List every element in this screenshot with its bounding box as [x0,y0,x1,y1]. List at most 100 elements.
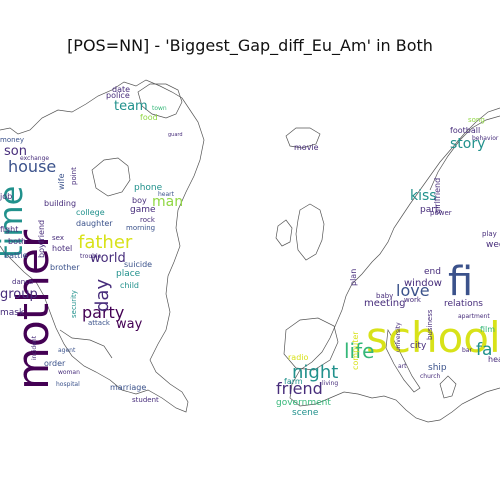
americas-word-world: world [90,251,126,266]
europe-word-window: window [404,278,442,289]
americas-word-food: food [140,113,158,122]
iceland-outline [285,127,321,149]
americas-word-fight: fight [0,225,18,234]
europe-word-play: play [482,230,497,238]
scandinavia-outline [429,115,500,191]
hudson-bay-outline [91,157,131,197]
americas-word-boy: boy [132,196,147,205]
europe-word-love: love [396,281,430,300]
americas-word-brother: brother [50,263,80,272]
americas-word-team: team [114,99,148,114]
americas-word-police: police [106,91,130,100]
americas-word-way: way [116,317,143,332]
americas-word-guard: guard [168,132,183,138]
europe-word-meeting: meeting [364,298,405,309]
ireland-outline [275,219,293,247]
iberia-outline [283,317,339,371]
americas-word-father: father [78,232,133,253]
europe-word-story: story [450,136,485,152]
europe-word-part: part [420,205,439,215]
americas-word-mask: mask [0,308,25,318]
europe-word-ship: ship [428,363,447,373]
europe-word-scene: scene [292,408,319,418]
britain-outline [295,203,325,261]
americas-word-dance: dance [12,278,33,286]
americas-word-woman: woman [58,369,80,376]
americas-word-both: both [8,237,26,246]
americas-word-rock: rock [140,216,156,224]
europe-word-relations: relations [444,299,483,309]
americas-word-phone: phone [134,183,163,193]
americas-word-order: order [44,359,66,368]
americas-word-sex: sex [52,234,64,242]
americas-word-group: group [0,287,38,302]
americas-word-party: party [82,303,124,322]
americas-word-daughter: daughter [76,219,113,228]
americas-word-hospital: hospital [56,381,80,388]
europe-word-work: work [404,296,422,304]
americas-word-time: time [0,186,30,258]
europe-word-art: art [398,363,407,370]
greenland-outline [137,83,183,119]
europe-word-school: school [366,313,500,362]
europe-word-living: living [322,380,338,387]
americas-word-heart: heart [158,191,175,198]
americas-word-attack: attack [88,319,111,327]
americas-word-money: money [0,136,24,144]
europe-word-bar: bar [462,347,472,354]
americas-map [0,79,205,413]
americas-word-mother: mother [8,229,59,390]
americas-word-hotel: hotel [52,244,72,253]
americas-word-son: son [4,144,27,159]
americas-word-job: job [0,192,12,201]
europe-word-church: church [420,373,441,380]
americas-word-battle: battle [4,251,27,260]
americas-word-date: date [112,85,130,94]
europe-word-city: city [410,341,427,351]
figure-title: [POS=NN] - 'Biggest_Gap_diff_Eu_Am' in B… [67,36,433,55]
europe-word-kiss: kiss [410,188,437,204]
gulf-outline [59,329,113,359]
europe-word-heal: heal [488,355,500,364]
americas-word-place: place [116,269,141,279]
europe-outline [289,107,500,423]
americas-word-day: day [92,279,113,312]
europe-word-film: film [480,325,495,334]
italy-outline [385,328,421,393]
europe-word-movie: movie [294,143,319,152]
americas-word-security: security [70,290,78,318]
europe-word-baby: baby [376,292,393,300]
europe-word-university: university [395,322,402,352]
americas-outline [0,79,205,413]
europe-word-song: song [468,116,485,124]
europe-word-apartment: apartment [458,313,490,320]
americas-word-trouble: trouble [80,253,102,260]
americas-word-man: man [152,194,183,210]
europe-word-power: power [430,209,452,217]
americas-word-building: building [44,199,76,208]
americas-word-town: town [152,105,167,112]
americas-word-child: child [120,281,139,290]
americas-word-game: game [130,205,156,215]
americas-word-wife: wife [57,173,66,190]
europe-word-life: life [344,339,374,363]
europe-map [275,107,500,423]
europe-word-government: government [276,398,331,408]
europe-word-football: football [450,126,480,135]
americas-word-boyfriend: boyfriend [37,220,46,258]
americas-word-exchange: exchange [20,155,49,162]
europe-word-farm: farm [284,377,303,386]
europe-word-end: end [424,267,441,277]
americas-word-student: student [132,396,159,404]
europe-word-friend: friend [276,379,323,398]
europe-word-business: business [426,309,434,340]
americas-word-point: point [70,167,78,185]
europe-word-fa: fa [476,340,492,360]
europe-word-computer: computer [351,331,360,370]
europe-word-radio: radio [288,353,308,362]
americas-word-agent: agent [58,347,76,354]
